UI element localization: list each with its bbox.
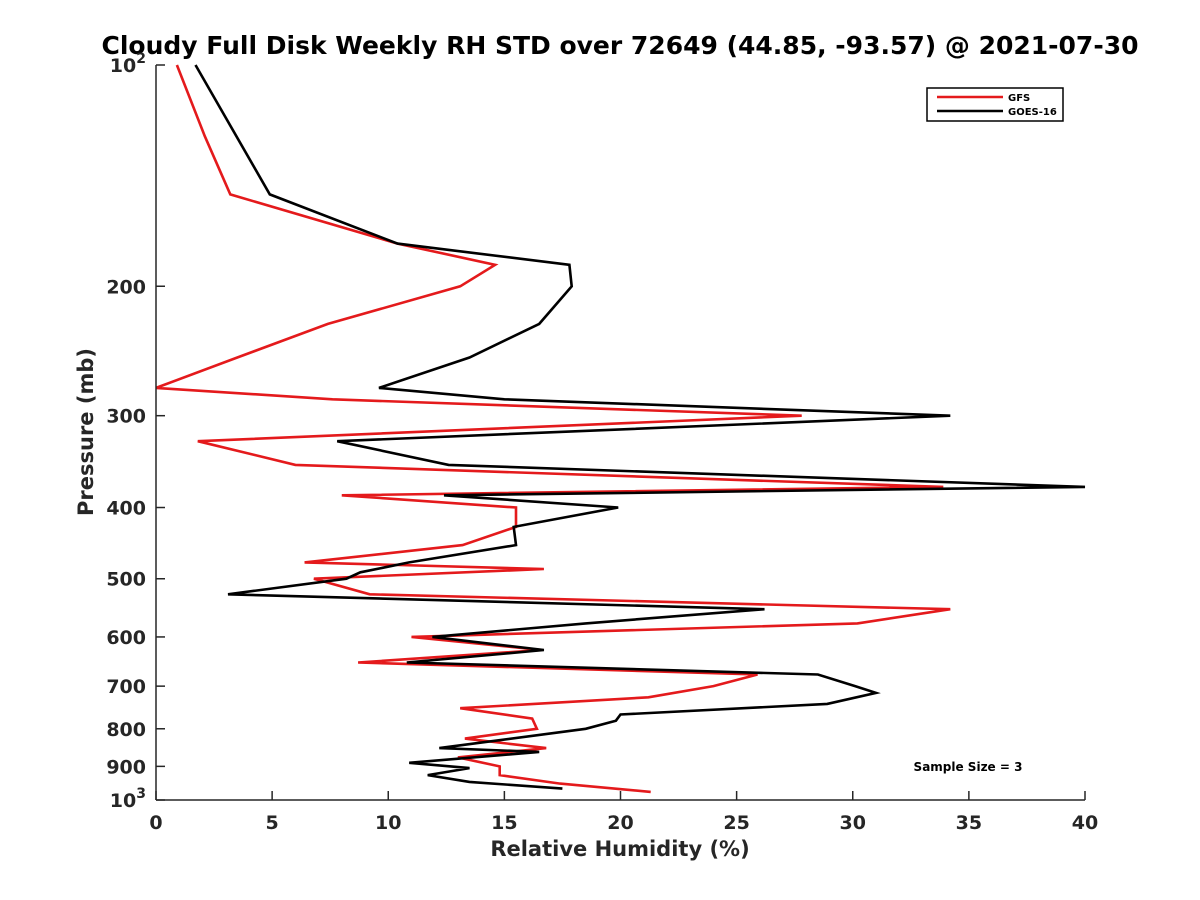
y-tick-label: 200 [106,276,146,298]
x-tick-label: 30 [840,812,866,834]
x-tick-label: 10 [375,812,401,834]
series-layer [155,64,1086,794]
sample-size-annotation: Sample Size = 3 [914,760,1023,774]
x-tick-label: 40 [1072,812,1098,834]
y-tick-label: 400 [106,498,146,520]
series-line-gfs [155,64,951,794]
x-tick-label: 35 [956,812,982,834]
x-tick-label: 25 [723,812,749,834]
x-tick-label: 5 [266,812,279,834]
legend-label-gfs: GFS [1008,93,1030,104]
plot-area [156,65,1085,800]
chart-title: Cloudy Full Disk Weekly RH STD over 7264… [101,31,1138,60]
x-tick-label: 15 [491,812,517,834]
legend: GFS GOES-16 [926,87,1064,122]
y-tick-label: 102 [110,51,146,77]
axes-layer [155,64,1086,801]
y-axis-label: Pressure (mb) [74,348,98,516]
series-line-goes16 [194,64,1086,790]
y-tick-label: 900 [106,756,146,778]
y-tick-label: 500 [106,569,146,591]
y-tick-label: 300 [106,406,146,428]
x-tick-label: 0 [149,812,162,834]
y-tick-label: 600 [106,627,146,649]
y-tick-label: 103 [110,786,146,812]
y-tick-label: 700 [106,676,146,698]
y-tick-labels: 102 200 300 400 500 600 700 800 900 103 [106,51,146,812]
x-tick-labels: 0 5 10 15 20 25 30 35 40 [149,812,1098,834]
x-tick-label: 20 [607,812,633,834]
legend-label-goes16: GOES-16 [1008,107,1057,118]
legend-box [926,87,1064,122]
y-tick-label: 800 [106,719,146,741]
x-axis-label: Relative Humidity (%) [490,837,749,861]
